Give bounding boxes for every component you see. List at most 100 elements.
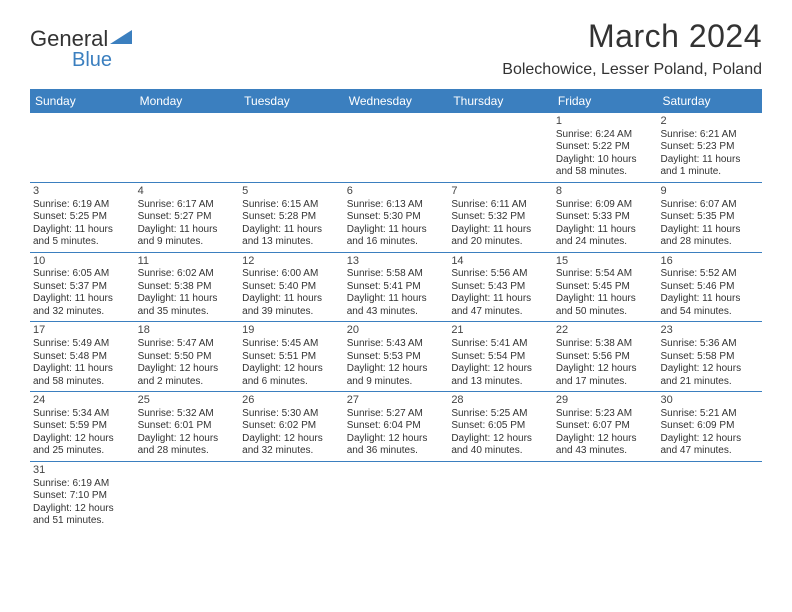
day-daylight: Daylight: 12 hours [347, 433, 446, 446]
day-cell: 7Sunrise: 6:11 AMSunset: 5:32 PMDaylight… [448, 183, 553, 252]
day-sunrise: Sunrise: 5:52 AM [660, 268, 759, 281]
day-cell: 10Sunrise: 6:05 AMSunset: 5:37 PMDayligh… [30, 253, 135, 322]
day-sunset: Sunset: 5:27 PM [138, 211, 237, 224]
day-cell: 11Sunrise: 6:02 AMSunset: 5:38 PMDayligh… [135, 253, 240, 322]
day-daylight: Daylight: 11 hours [660, 224, 759, 237]
day-cell-empty [135, 113, 240, 182]
day-number: 1 [556, 115, 655, 129]
day-daylight: Daylight: 11 hours [556, 224, 655, 237]
day-sunrise: Sunrise: 5:32 AM [138, 408, 237, 421]
day-number: 24 [33, 394, 132, 408]
weeks-container: 1Sunrise: 6:24 AMSunset: 5:22 PMDaylight… [30, 113, 762, 531]
day-sunset: Sunset: 7:10 PM [33, 490, 132, 503]
calendar: SundayMondayTuesdayWednesdayThursdayFrid… [30, 89, 762, 531]
day-sunset: Sunset: 5:22 PM [556, 141, 655, 154]
day-number: 19 [242, 324, 341, 338]
day-sunrise: Sunrise: 5:49 AM [33, 338, 132, 351]
day-sunrise: Sunrise: 6:00 AM [242, 268, 341, 281]
logo-text-blue: Blue [72, 51, 132, 69]
day-sunrise: Sunrise: 5:56 AM [451, 268, 550, 281]
day-daylight2: and 13 minutes. [451, 376, 550, 389]
day-daylight2: and 2 minutes. [138, 376, 237, 389]
day-cell-empty [344, 113, 449, 182]
day-number: 8 [556, 185, 655, 199]
day-daylight: Daylight: 12 hours [556, 363, 655, 376]
day-daylight: Daylight: 12 hours [660, 433, 759, 446]
day-number: 26 [242, 394, 341, 408]
day-daylight: Daylight: 11 hours [451, 224, 550, 237]
dayheader-wednesday: Wednesday [344, 89, 449, 113]
day-sunset: Sunset: 6:04 PM [347, 420, 446, 433]
day-daylight: Daylight: 11 hours [33, 363, 132, 376]
day-number: 25 [138, 394, 237, 408]
day-daylight: Daylight: 11 hours [33, 224, 132, 237]
day-daylight: Daylight: 10 hours [556, 154, 655, 167]
day-daylight2: and 17 minutes. [556, 376, 655, 389]
day-number: 11 [138, 255, 237, 269]
week-row: 17Sunrise: 5:49 AMSunset: 5:48 PMDayligh… [30, 322, 762, 392]
day-number: 20 [347, 324, 446, 338]
day-sunrise: Sunrise: 5:47 AM [138, 338, 237, 351]
week-row: 1Sunrise: 6:24 AMSunset: 5:22 PMDaylight… [30, 113, 762, 183]
day-number: 14 [451, 255, 550, 269]
day-daylight2: and 6 minutes. [242, 376, 341, 389]
day-cell: 28Sunrise: 5:25 AMSunset: 6:05 PMDayligh… [448, 392, 553, 461]
day-daylight: Daylight: 11 hours [451, 293, 550, 306]
dayheader-friday: Friday [553, 89, 658, 113]
day-daylight2: and 47 minutes. [451, 306, 550, 319]
day-sunrise: Sunrise: 5:43 AM [347, 338, 446, 351]
day-daylight2: and 28 minutes. [138, 445, 237, 458]
day-cell: 9Sunrise: 6:07 AMSunset: 5:35 PMDaylight… [657, 183, 762, 252]
day-number: 21 [451, 324, 550, 338]
day-cell: 22Sunrise: 5:38 AMSunset: 5:56 PMDayligh… [553, 322, 658, 391]
day-cell: 26Sunrise: 5:30 AMSunset: 6:02 PMDayligh… [239, 392, 344, 461]
dayheader-row: SundayMondayTuesdayWednesdayThursdayFrid… [30, 89, 762, 113]
day-sunset: Sunset: 5:43 PM [451, 281, 550, 294]
day-sunset: Sunset: 5:48 PM [33, 351, 132, 364]
day-number: 4 [138, 185, 237, 199]
day-sunset: Sunset: 5:28 PM [242, 211, 341, 224]
page-title: March 2024 [502, 18, 762, 55]
day-daylight2: and 13 minutes. [242, 236, 341, 249]
day-sunset: Sunset: 5:23 PM [660, 141, 759, 154]
day-daylight: Daylight: 11 hours [138, 293, 237, 306]
day-sunrise: Sunrise: 5:27 AM [347, 408, 446, 421]
day-number: 27 [347, 394, 446, 408]
day-daylight2: and 43 minutes. [556, 445, 655, 458]
day-daylight2: and 28 minutes. [660, 236, 759, 249]
day-daylight2: and 9 minutes. [138, 236, 237, 249]
day-daylight2: and 58 minutes. [33, 376, 132, 389]
day-number: 3 [33, 185, 132, 199]
day-daylight: Daylight: 12 hours [33, 433, 132, 446]
day-daylight2: and 5 minutes. [33, 236, 132, 249]
day-daylight2: and 16 minutes. [347, 236, 446, 249]
day-sunrise: Sunrise: 6:07 AM [660, 199, 759, 212]
day-daylight2: and 47 minutes. [660, 445, 759, 458]
day-number: 10 [33, 255, 132, 269]
day-sunrise: Sunrise: 5:36 AM [660, 338, 759, 351]
day-sunrise: Sunrise: 6:19 AM [33, 478, 132, 491]
day-sunset: Sunset: 5:40 PM [242, 281, 341, 294]
day-sunrise: Sunrise: 6:02 AM [138, 268, 237, 281]
dayheader-saturday: Saturday [657, 89, 762, 113]
day-daylight: Daylight: 11 hours [242, 224, 341, 237]
day-daylight2: and 40 minutes. [451, 445, 550, 458]
logo-text-general: General [30, 26, 108, 51]
day-daylight2: and 1 minute. [660, 166, 759, 179]
day-sunrise: Sunrise: 6:21 AM [660, 129, 759, 142]
day-cell: 25Sunrise: 5:32 AMSunset: 6:01 PMDayligh… [135, 392, 240, 461]
day-sunrise: Sunrise: 5:38 AM [556, 338, 655, 351]
day-sunset: Sunset: 5:37 PM [33, 281, 132, 294]
day-daylight: Daylight: 12 hours [451, 363, 550, 376]
dayheader-sunday: Sunday [30, 89, 135, 113]
day-daylight: Daylight: 11 hours [556, 293, 655, 306]
day-cell-empty [553, 462, 658, 531]
day-sunrise: Sunrise: 6:19 AM [33, 199, 132, 212]
day-cell: 8Sunrise: 6:09 AMSunset: 5:33 PMDaylight… [553, 183, 658, 252]
day-number: 6 [347, 185, 446, 199]
day-sunrise: Sunrise: 6:15 AM [242, 199, 341, 212]
day-daylight: Daylight: 11 hours [347, 293, 446, 306]
day-sunset: Sunset: 5:41 PM [347, 281, 446, 294]
day-daylight: Daylight: 11 hours [660, 293, 759, 306]
day-cell: 12Sunrise: 6:00 AMSunset: 5:40 PMDayligh… [239, 253, 344, 322]
